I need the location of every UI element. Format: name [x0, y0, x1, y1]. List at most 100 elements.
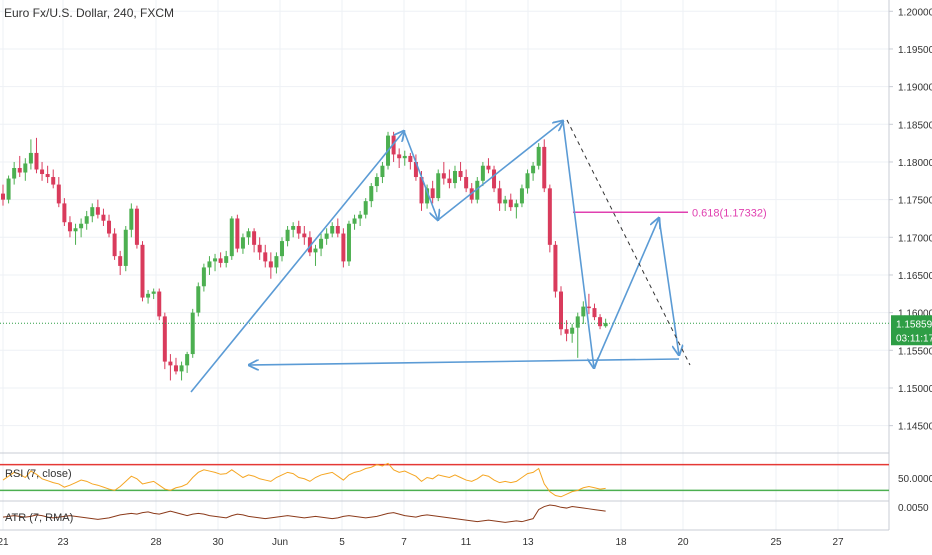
candle-up	[570, 327, 575, 334]
candle-up	[201, 267, 206, 287]
drawing-arrow	[437, 121, 563, 221]
price-tick-label: 1.16000	[898, 309, 932, 320]
candle-up	[79, 223, 84, 229]
candle-up	[581, 306, 586, 317]
candle-down	[218, 258, 223, 263]
candle-down	[252, 231, 257, 245]
candle-down	[592, 308, 597, 318]
candle-up	[146, 293, 151, 298]
drawing-arrow	[403, 130, 438, 220]
candle-up	[475, 180, 480, 200]
candle-down	[263, 252, 268, 262]
candle-up	[319, 238, 324, 249]
candle-up	[452, 171, 457, 184]
candle-up	[90, 207, 95, 217]
candle-up	[190, 312, 195, 355]
candle-up	[179, 365, 184, 372]
candle-up	[240, 237, 245, 249]
candle-down	[441, 173, 446, 179]
candle-down	[67, 222, 72, 232]
candle-up	[285, 229, 290, 242]
candle-down	[508, 199, 513, 208]
candle-down	[118, 256, 123, 266]
price-tick-label: 1.16500	[898, 271, 932, 282]
candle-up	[369, 186, 374, 202]
time-tick-label: 27	[832, 537, 844, 548]
candle-up	[185, 354, 190, 366]
last-price-label: 1.15859	[896, 319, 932, 330]
candle-down	[307, 237, 312, 253]
candles-layer	[1, 131, 608, 381]
atr-label: ATR (7, RMA)	[5, 512, 73, 524]
candle-up	[23, 163, 28, 173]
time-tick-label: 7	[401, 537, 407, 548]
time-tick-label: 21	[0, 537, 9, 548]
time-tick-label: 5	[339, 537, 345, 548]
candle-down	[162, 316, 167, 362]
candle-up	[28, 152, 33, 164]
rsi-line	[2, 462, 606, 498]
price-tick-label: 1.19000	[898, 83, 932, 94]
atr-line	[2, 504, 606, 523]
grid	[0, 0, 889, 530]
rsi-label: RSI (7, close)	[5, 468, 72, 480]
price-tick-label: 1.15500	[898, 346, 932, 357]
candle-up	[274, 256, 279, 268]
candle-up	[280, 241, 284, 257]
candle-up	[358, 214, 363, 219]
candle-down	[598, 317, 603, 327]
atr-tick: 0.0050	[898, 503, 929, 514]
candle-up	[380, 165, 385, 178]
candle-up	[363, 201, 368, 215]
price-tick-label: 1.17500	[898, 196, 932, 207]
candle-up	[346, 223, 351, 262]
last-price-badge	[891, 315, 932, 346]
candle-down	[553, 244, 558, 292]
candle-down	[257, 244, 262, 253]
candle-down	[559, 291, 563, 330]
candle-up	[224, 256, 229, 263]
annotations-layer: 0.618(1.17332)	[0, 119, 889, 393]
candle-down	[173, 365, 178, 372]
time-tick-label: Jun	[272, 537, 288, 548]
time-tick-label: 11	[461, 537, 472, 548]
candle-up	[73, 228, 78, 232]
time-tick-label: 13	[522, 537, 534, 548]
drawing-arrow	[593, 218, 659, 369]
price-tick-label: 1.18000	[898, 158, 932, 169]
candle-down	[95, 207, 100, 215]
symbol-title: Euro Fx/U.S. Dollar, 240, FXCM	[4, 6, 174, 20]
candle-down	[497, 188, 502, 204]
drawing-arrow	[249, 358, 680, 365]
candle-up	[514, 203, 519, 208]
price-tick-label: 1.19500	[898, 45, 932, 56]
time-tick-label: 25	[770, 537, 782, 548]
candle-down	[413, 161, 418, 178]
candle-up	[603, 323, 608, 327]
rsi-pane: RSI (7, close) 50.0000	[0, 462, 932, 498]
candle-up	[374, 177, 379, 187]
candle-up	[151, 291, 156, 294]
candle-up	[436, 173, 441, 199]
candle-down	[492, 169, 497, 189]
candle-down	[296, 226, 301, 234]
candle-up	[229, 218, 234, 257]
candle-down	[168, 361, 173, 366]
candle-up	[525, 173, 530, 189]
pane-separators	[0, 0, 890, 531]
time-tick-label: 20	[677, 537, 689, 548]
fib-level-label: 0.618(1.17332)	[692, 207, 767, 219]
candle-down	[430, 188, 435, 199]
time-tick-label: 18	[615, 537, 627, 548]
candle-up	[291, 226, 296, 230]
candle-up	[123, 229, 128, 266]
candle-down	[268, 261, 273, 268]
trend-line-dashed	[566, 119, 691, 366]
candle-down	[542, 146, 547, 189]
time-tick-label: 28	[150, 537, 162, 548]
candle-down	[564, 329, 569, 334]
candle-up	[196, 286, 201, 313]
candle-up	[6, 178, 11, 200]
